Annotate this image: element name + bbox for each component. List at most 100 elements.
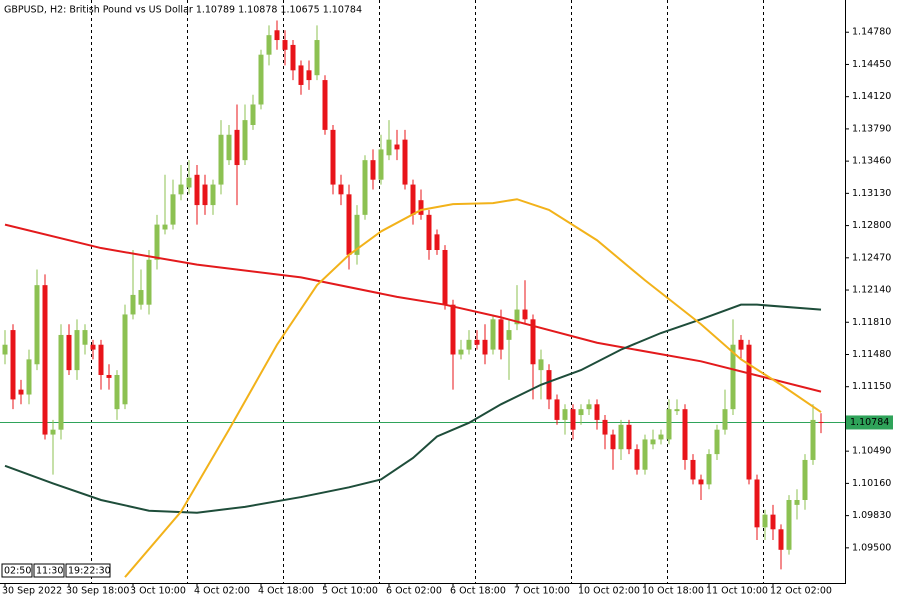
candle-body [706,454,712,485]
candle-body [618,424,624,450]
candle-body [218,134,224,185]
y-tick-label: 1.11480 [852,349,891,360]
y-tick-label: 1.09830 [852,510,891,521]
candle-body [410,184,416,215]
candle-body [650,439,656,445]
candle-body [10,330,16,400]
moving-average [4,223,822,393]
candle-body [442,249,448,305]
candle-body [2,344,8,355]
candle-body [522,309,528,320]
candle-body [346,194,352,255]
candle-body [378,149,384,180]
x-tick-label: 12 Oct 02:00 [770,586,832,597]
candle-body [50,429,56,435]
candle-body [362,160,368,215]
candle-body [66,334,72,371]
current-price-box [846,415,893,430]
candle-body [250,104,256,125]
candle-body [818,421,824,423]
candle-body [122,314,128,405]
y-tick-label: 1.11810 [852,317,891,328]
candle-body [58,334,64,430]
moving-average [124,198,822,578]
candle-body [762,514,768,528]
candle-body [482,339,488,355]
x-tick-label: 11 Oct 10:00 [706,586,768,597]
candle-body [434,234,440,250]
candle-body [82,330,88,345]
y-tick-label: 1.10490 [852,446,891,457]
cursor-label-box [65,563,111,578]
candle-body [530,319,536,365]
candle-body [570,409,576,430]
candle-body [786,499,792,550]
candle-body [106,374,112,378]
candle-body [234,129,240,166]
y-tick-label: 1.13130 [852,188,891,199]
candle-body [730,344,736,410]
candle-body [322,80,328,130]
candle-body [626,424,632,450]
candle-body [642,439,648,470]
candle-body [226,134,232,161]
candle-body [514,309,520,325]
y-tick-label: 1.14120 [852,91,891,102]
y-tick-label: 1.12470 [852,252,891,263]
candle-body [506,330,512,340]
candle-body [794,499,800,505]
candle-body [130,294,136,315]
y-tick-label: 1.14780 [852,27,891,38]
candle-body [610,434,616,450]
candle-body [450,304,456,355]
candle-body [242,120,248,161]
candle-body [666,409,672,440]
candle-body [714,429,720,455]
candle-body [754,479,760,528]
candle-body [194,174,200,206]
cursor-label-box [1,563,33,578]
x-tick-label: 30 Sep 2022 [2,586,62,597]
candle-body [178,184,184,195]
y-tick-label: 1.10160 [852,478,891,489]
y-tick-label: 1.13790 [852,123,891,134]
cursor-label-box [33,563,65,578]
y-tick-label: 1.11150 [852,381,891,392]
candle-body [538,359,544,371]
candle-body [98,344,104,375]
x-tick-label: 10 Oct 02:00 [578,586,640,597]
candle-body [474,339,480,345]
candle-body [466,339,472,350]
x-tick-label: 7 Oct 10:00 [514,586,570,597]
candle-body [186,177,192,188]
candle-body [154,224,160,260]
candle-body [554,399,560,420]
candle-body [594,404,600,420]
candle-body [330,129,336,185]
candle-body [138,290,144,305]
moving-average [4,303,822,514]
candle-body [418,200,424,215]
candle-body [562,409,568,420]
cursor-label: 19:22:30 [68,566,111,577]
candle-body [74,330,80,371]
candle-body [802,459,808,500]
candle-body [146,259,152,305]
candle-body [90,344,96,350]
y-tick-label: 1.09500 [852,542,891,553]
candle-body [306,70,312,81]
cursor-label: 11:30 [36,566,63,577]
candle-body [674,409,680,412]
y-tick-label: 1.12140 [852,285,891,296]
candle-body [658,434,664,440]
candle-body [586,404,592,410]
candle-body [634,449,640,470]
candle-body [746,344,752,480]
candle-body [338,184,344,195]
candle-body [602,419,608,435]
candle-body [546,370,552,400]
y-tick-label: 1.14450 [852,59,891,70]
candle-body [498,319,504,350]
